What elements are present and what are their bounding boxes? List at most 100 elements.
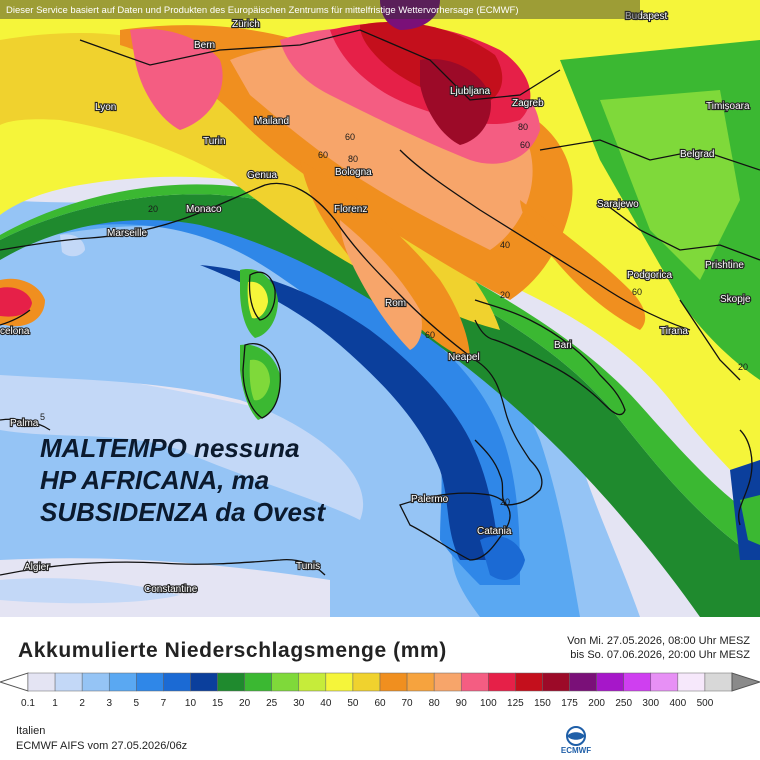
city-label: Sarajewo [597, 199, 639, 210]
ecmwf-logo-text: ECMWF [560, 746, 592, 755]
city-label: Neapel [448, 352, 480, 363]
scale-tick-label: 70 [401, 698, 413, 709]
scale-tick-label: 15 [211, 698, 224, 709]
city-label: Podgorica [627, 270, 672, 281]
scale-tick-label: 50 [347, 698, 359, 709]
svg-text:60: 60 [318, 150, 328, 160]
credit-banner [0, 0, 640, 19]
ecmwf-logo-mark [566, 726, 586, 746]
scale-swatch [54, 672, 83, 692]
city-label: Belgrad [680, 149, 714, 160]
legend-panel: Akkumulierte Niederschlagsmenge (mm) Von… [0, 617, 760, 760]
city-label: Tunis [296, 561, 320, 572]
scale-swatch [163, 672, 191, 692]
city-label: Palermo [411, 494, 449, 505]
svg-text:20: 20 [500, 290, 510, 300]
svg-text:80: 80 [348, 154, 358, 164]
svg-text:60: 60 [425, 330, 435, 340]
scale-tick-label: 40 [320, 698, 332, 709]
city-label: Budapest [625, 11, 667, 22]
model-run-label: ECMWF AIFS vom 27.05.2026/06z [16, 740, 188, 752]
svg-text:60: 60 [345, 132, 355, 142]
scale-tick-label: 5 [133, 698, 140, 709]
scale-swatch [433, 672, 462, 692]
scale-tick-label: 90 [455, 698, 467, 709]
city-label: Bologna [335, 167, 372, 178]
scale-tick-label: 60 [374, 698, 386, 709]
headline-line-1: MALTEMPO nessuna [40, 433, 300, 463]
scale-swatch [217, 672, 245, 692]
city-label: Tirana [660, 326, 688, 337]
legend-title: Akkumulierte Niederschlagsmenge (mm) [18, 639, 447, 662]
scale-swatch [596, 672, 624, 692]
city-label: Monaco [186, 204, 222, 215]
city-label: Skopje [720, 294, 751, 305]
isoline-labels: 20 60 80 60 80 60 40 20 60 60 20 20 5 [40, 122, 748, 507]
scale-tick-label: 1 [52, 698, 58, 709]
city-label: Bari [554, 340, 572, 351]
city-label: Bern [194, 40, 215, 51]
ecmwf-logo: ECMWF [558, 725, 594, 757]
scale-swatch [271, 672, 300, 692]
scale-swatch [108, 672, 137, 692]
svg-text:40: 40 [500, 240, 510, 250]
scale-swatch [515, 672, 543, 692]
headline-line-2: HP AFRICANA, ma [40, 465, 269, 495]
period-to: bis So. 07.06.2026, 20:00 Uhr MESZ [570, 649, 750, 661]
period-from: Von Mi. 27.05.2026, 08:00 Uhr MESZ [567, 635, 750, 647]
precip-fields [0, 0, 760, 617]
scale-tick-label: 25 [266, 698, 278, 709]
scale-swatch [488, 672, 516, 692]
scale-tick-label: 400 [669, 698, 687, 709]
city-label: celona [0, 326, 30, 337]
scale-tick-label: 20 [239, 698, 251, 709]
color-scale [0, 672, 760, 692]
city-label: Genua [247, 170, 277, 181]
city-label: Rom [385, 298, 406, 309]
scale-swatch [650, 672, 679, 692]
scale-swatch [352, 672, 381, 692]
scale-tick-label: 300 [642, 698, 660, 709]
scale-tick-label: 30 [293, 698, 305, 709]
scale-swatch [569, 672, 597, 692]
scale-swatch [325, 672, 354, 692]
scale-swatch [542, 672, 570, 692]
coastlines [0, 29, 760, 576]
scale-swatch [27, 672, 56, 692]
scale-tick-label: 7 [160, 698, 167, 709]
city-label: Algier [24, 562, 50, 573]
city-label: Zürich [232, 19, 260, 30]
scale-swatch [460, 672, 489, 692]
city-label: Prishtine [705, 260, 744, 271]
scale-tick-label: 100 [479, 698, 497, 709]
scale-tick-label: 250 [615, 698, 633, 709]
city-labels: Zürich Bern Budapest Lyon Mailand Turin … [0, 10, 752, 596]
scale-tick-label: 3 [106, 698, 112, 709]
scale-tick-label: 0.1 [21, 698, 35, 709]
city-label: Marseille [107, 228, 147, 239]
city-label: Palma [10, 418, 39, 429]
headline-overlay: MALTEMPO nessuna HP AFRICANA, ma SUBSIDE… [40, 433, 326, 527]
scale-swatch [244, 672, 272, 692]
scale-swatch [704, 672, 733, 692]
precipitation-map: 20 60 80 60 80 60 40 20 60 60 20 20 5 Zü… [0, 0, 760, 617]
scale-swatch [81, 672, 110, 692]
scale-swatch [136, 672, 164, 692]
scale-tick-label: 500 [696, 698, 714, 709]
scale-tick-label: 150 [534, 698, 551, 709]
scale-arrow-right [731, 672, 760, 692]
scale-arrow-left [0, 672, 29, 692]
scale-tick-label: 175 [561, 698, 578, 709]
scale-swatch [623, 672, 652, 692]
scale-tick-label: 125 [507, 698, 524, 709]
svg-text:20: 20 [148, 204, 158, 214]
svg-text:20: 20 [500, 497, 510, 507]
credit-text: Dieser Service basiert auf Daten und Pro… [6, 5, 519, 16]
city-label: Timișoara [706, 101, 750, 112]
city-label: Mailand [254, 116, 289, 127]
city-label: Zagreb [512, 98, 544, 109]
headline-line-3: SUBSIDENZA da Ovest [40, 497, 326, 527]
scale-swatch [298, 672, 327, 692]
city-label: Ljubljana [450, 86, 490, 97]
scale-tick-label: 10 [184, 698, 197, 709]
